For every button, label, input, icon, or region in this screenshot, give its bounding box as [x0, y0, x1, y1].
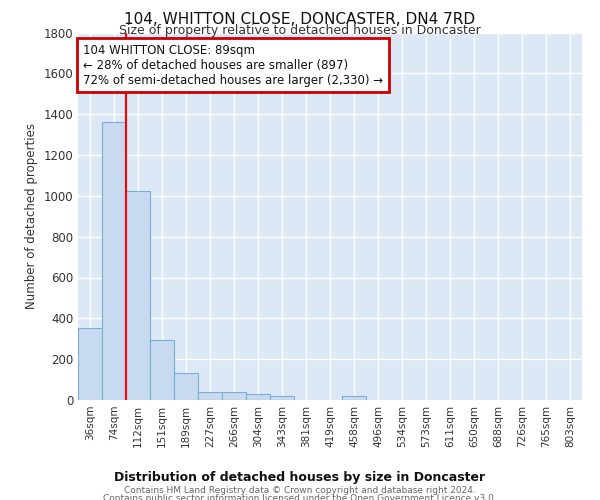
Bar	[102, 122, 126, 400]
Text: Size of property relative to detached houses in Doncaster: Size of property relative to detached ho…	[119, 24, 481, 37]
Bar	[150, 340, 174, 400]
Bar	[246, 394, 270, 400]
Text: Contains public sector information licensed under the Open Government Licence v3: Contains public sector information licen…	[103, 494, 497, 500]
Text: 104, WHITTON CLOSE, DONCASTER, DN4 7RD: 104, WHITTON CLOSE, DONCASTER, DN4 7RD	[124, 12, 476, 28]
Bar	[78, 328, 102, 400]
Text: Contains HM Land Registry data © Crown copyright and database right 2024.: Contains HM Land Registry data © Crown c…	[124, 486, 476, 495]
Bar	[198, 392, 222, 400]
Bar	[270, 396, 294, 400]
Bar	[222, 392, 246, 400]
Bar	[174, 374, 198, 400]
Text: Distribution of detached houses by size in Doncaster: Distribution of detached houses by size …	[115, 471, 485, 484]
Text: 104 WHITTON CLOSE: 89sqm
← 28% of detached houses are smaller (897)
72% of semi-: 104 WHITTON CLOSE: 89sqm ← 28% of detach…	[83, 44, 383, 86]
Bar	[126, 190, 150, 400]
Y-axis label: Number of detached properties: Number of detached properties	[25, 123, 38, 309]
Bar	[342, 396, 366, 400]
